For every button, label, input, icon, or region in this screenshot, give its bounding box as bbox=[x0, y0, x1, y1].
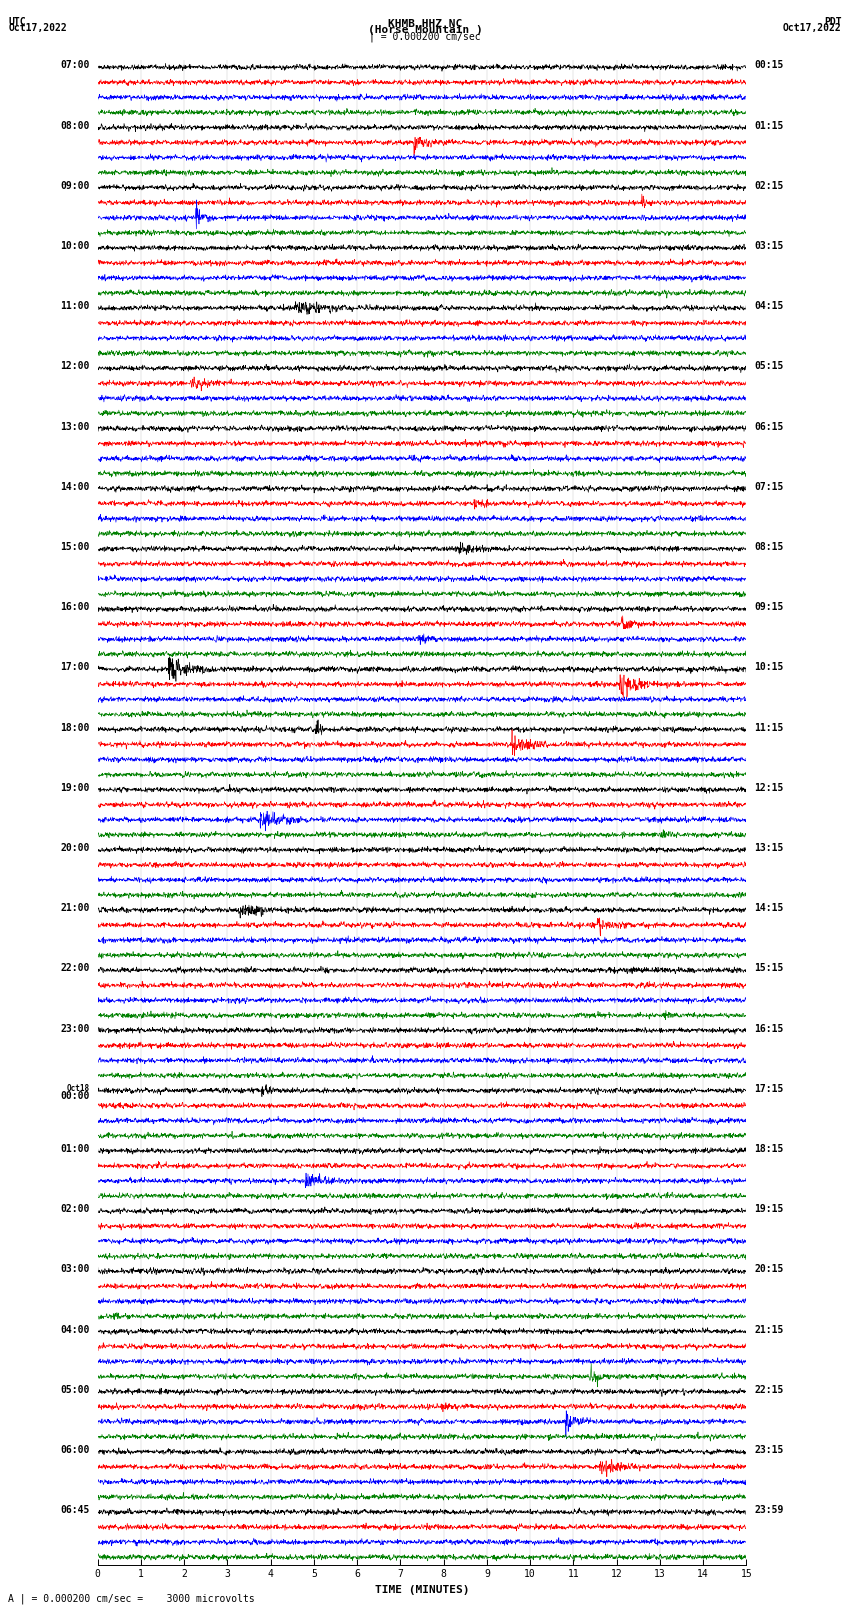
Text: 04:15: 04:15 bbox=[754, 302, 784, 311]
Text: 04:00: 04:00 bbox=[60, 1324, 90, 1334]
Text: 17:15: 17:15 bbox=[754, 1084, 784, 1094]
Text: 12:00: 12:00 bbox=[60, 361, 90, 371]
Text: 09:00: 09:00 bbox=[60, 181, 90, 190]
Text: 17:00: 17:00 bbox=[60, 663, 90, 673]
Text: 01:00: 01:00 bbox=[60, 1144, 90, 1153]
Text: 14:15: 14:15 bbox=[754, 903, 784, 913]
Text: UTC: UTC bbox=[8, 18, 26, 27]
Text: 13:15: 13:15 bbox=[754, 844, 784, 853]
Text: KHMB HHZ NC: KHMB HHZ NC bbox=[388, 18, 462, 29]
Text: Oct18: Oct18 bbox=[67, 1084, 90, 1092]
Text: 01:15: 01:15 bbox=[754, 121, 784, 131]
Text: 19:00: 19:00 bbox=[60, 782, 90, 794]
X-axis label: TIME (MINUTES): TIME (MINUTES) bbox=[375, 1586, 469, 1595]
Text: 11:00: 11:00 bbox=[60, 302, 90, 311]
Text: 11:15: 11:15 bbox=[754, 723, 784, 732]
Text: 10:00: 10:00 bbox=[60, 240, 90, 252]
Text: 05:00: 05:00 bbox=[60, 1386, 90, 1395]
Text: 02:00: 02:00 bbox=[60, 1205, 90, 1215]
Text: 20:15: 20:15 bbox=[754, 1265, 784, 1274]
Text: 16:15: 16:15 bbox=[754, 1024, 784, 1034]
Text: 22:15: 22:15 bbox=[754, 1386, 784, 1395]
Text: 12:15: 12:15 bbox=[754, 782, 784, 794]
Text: 06:45: 06:45 bbox=[60, 1505, 90, 1515]
Text: 09:15: 09:15 bbox=[754, 602, 784, 613]
Text: 19:15: 19:15 bbox=[754, 1205, 784, 1215]
Text: 22:00: 22:00 bbox=[60, 963, 90, 973]
Text: 00:15: 00:15 bbox=[754, 60, 784, 71]
Text: 08:00: 08:00 bbox=[60, 121, 90, 131]
Text: 08:15: 08:15 bbox=[754, 542, 784, 552]
Text: | = 0.000200 cm/sec: | = 0.000200 cm/sec bbox=[369, 31, 481, 42]
Text: A | = 0.000200 cm/sec =    3000 microvolts: A | = 0.000200 cm/sec = 3000 microvolts bbox=[8, 1594, 255, 1603]
Text: 07:00: 07:00 bbox=[60, 60, 90, 71]
Text: 23:15: 23:15 bbox=[754, 1445, 784, 1455]
Text: 14:00: 14:00 bbox=[60, 482, 90, 492]
Text: 06:00: 06:00 bbox=[60, 1445, 90, 1455]
Text: 21:00: 21:00 bbox=[60, 903, 90, 913]
Text: 15:00: 15:00 bbox=[60, 542, 90, 552]
Text: 16:00: 16:00 bbox=[60, 602, 90, 613]
Text: 05:15: 05:15 bbox=[754, 361, 784, 371]
Text: 07:15: 07:15 bbox=[754, 482, 784, 492]
Text: 18:15: 18:15 bbox=[754, 1144, 784, 1153]
Text: Oct17,2022: Oct17,2022 bbox=[8, 24, 67, 34]
Text: PDT: PDT bbox=[824, 18, 842, 27]
Text: Oct17,2022: Oct17,2022 bbox=[783, 24, 842, 34]
Text: 15:15: 15:15 bbox=[754, 963, 784, 973]
Text: 13:00: 13:00 bbox=[60, 421, 90, 432]
Text: 03:00: 03:00 bbox=[60, 1265, 90, 1274]
Text: 23:59: 23:59 bbox=[754, 1505, 784, 1515]
Text: 18:00: 18:00 bbox=[60, 723, 90, 732]
Text: 21:15: 21:15 bbox=[754, 1324, 784, 1334]
Text: 23:00: 23:00 bbox=[60, 1024, 90, 1034]
Text: 06:15: 06:15 bbox=[754, 421, 784, 432]
Text: 03:15: 03:15 bbox=[754, 240, 784, 252]
Text: 10:15: 10:15 bbox=[754, 663, 784, 673]
Text: (Horse Mountain ): (Horse Mountain ) bbox=[367, 24, 483, 35]
Text: 02:15: 02:15 bbox=[754, 181, 784, 190]
Text: 00:00: 00:00 bbox=[60, 1092, 90, 1102]
Text: 20:00: 20:00 bbox=[60, 844, 90, 853]
